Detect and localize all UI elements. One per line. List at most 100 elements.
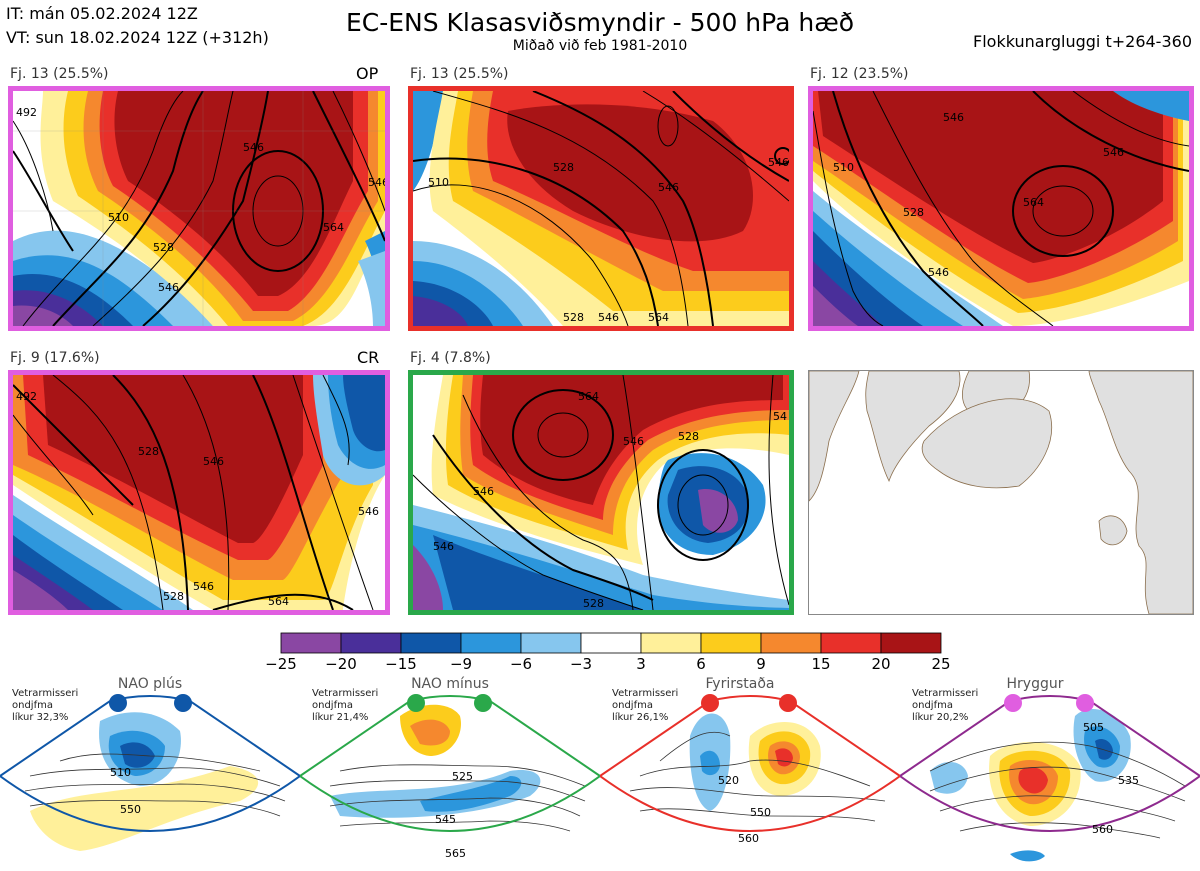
contour-label: 564: [268, 595, 289, 608]
colorbar-swatch: [580, 632, 642, 654]
panel-2-label: Fj. 13 (25.5%): [410, 66, 509, 82]
colorbar-tick: −6: [509, 655, 533, 673]
panel-4-label: Fj. 9 (17.6%): [10, 350, 100, 366]
note-line: ondjfma: [12, 700, 53, 711]
contour-label: 546: [203, 455, 224, 468]
contour-label: 546: [768, 156, 789, 169]
regime-contour-label: 550: [750, 806, 771, 819]
regime-contour-label: 510: [110, 766, 131, 779]
colorbar-tick: 3: [636, 655, 646, 673]
contour-label: 546: [623, 435, 644, 448]
colorbar-tick: 9: [756, 655, 766, 673]
note-line: Vetrarmisseri: [312, 688, 379, 699]
valid-time: VT: sun 18.02.2024 12Z (+312h): [6, 28, 269, 47]
contour-label: 492: [16, 106, 37, 119]
contour-label: 546: [943, 111, 964, 124]
contour-label: 546: [193, 580, 214, 593]
contour-label: 510: [108, 211, 129, 224]
panel-5-label: Fj. 4 (7.8%): [410, 350, 491, 366]
contour-label: 492: [16, 390, 37, 403]
regime-note: Vetrarmisseri ondjfma líkur 20,2%: [912, 688, 978, 724]
regime-note: Vetrarmisseri ondjfma líkur 21,4%: [312, 688, 378, 724]
contour-label: 528: [138, 445, 159, 458]
colorbar-swatch: [640, 632, 702, 654]
contour-label: 528: [678, 430, 699, 443]
panel-3-label: Fj. 12 (23.5%): [810, 66, 909, 82]
contour-label: 510: [428, 176, 449, 189]
cluster-map-5: 564 546 528 546 546 528 54: [408, 370, 794, 615]
colorbar-swatch: [880, 632, 942, 654]
note-line: ondjfma: [312, 700, 353, 711]
contour-label: 528: [903, 206, 924, 219]
contour-label: 546: [243, 141, 264, 154]
cluster-map-1: 528 546 564 510 546 546 492: [8, 86, 390, 331]
regime-contour-label: 550: [120, 803, 141, 816]
note-line: ondjfma: [912, 700, 953, 711]
cluster-map-3: 510 546 564 546 528 546: [808, 86, 1194, 331]
contour-label: 546: [433, 540, 454, 553]
classification-window: Flokkunargluggi t+264-360: [973, 32, 1192, 51]
contour-label: 546: [658, 181, 679, 194]
colorbar: [280, 632, 942, 658]
regime-ridge: Hryggur Vetrarmisseri ondjfma líkur 20,2…: [900, 676, 1200, 871]
contour-label: 564: [578, 390, 599, 403]
panel-1-label: Fj. 13 (25.5%): [10, 66, 109, 82]
init-time: IT: mán 05.02.2024 12Z: [6, 4, 198, 23]
regime-name: NAO plús: [117, 676, 183, 692]
note-line: Vetrarmisseri: [612, 688, 679, 699]
colorbar-swatch: [400, 632, 462, 654]
contour-label: 564: [1023, 196, 1044, 209]
contour-label: 54: [773, 410, 787, 423]
regime-contour-label: 560: [1092, 823, 1113, 836]
page-title: EC-ENS Klasasviðsmyndir - 500 hPa hæð: [345, 8, 855, 37]
note-line: líkur 20,2%: [912, 712, 969, 723]
panel-1-tag: OP: [356, 64, 379, 83]
cluster-map-4: 528 546 564 546 528 546 492: [8, 370, 390, 615]
regime-contour-label: 560: [738, 832, 759, 845]
colorbar-tick: −9: [449, 655, 473, 673]
note-line: líkur 26,1%: [612, 712, 669, 723]
regime-name: Hryggur: [1006, 676, 1064, 692]
regime-contour-label: 505: [1083, 721, 1104, 734]
regime-name: Fyrirstaða: [705, 676, 775, 692]
regime-blocking: Fyrirstaða Vetrarmisseri ondjfma líkur 2…: [600, 676, 900, 871]
colorbar-swatch: [820, 632, 882, 654]
colorbar-tick: −15: [385, 655, 417, 673]
note-line: líkur 21,4%: [312, 712, 369, 723]
regime-note: Vetrarmisseri ondjfma líkur 32,3%: [12, 688, 78, 724]
contour-label: 546: [368, 176, 385, 189]
colorbar-tick: −20: [325, 655, 357, 673]
colorbar-swatch: [340, 632, 402, 654]
colorbar-swatch: [280, 632, 342, 654]
contour-label: 528: [553, 161, 574, 174]
contour-label: 546: [158, 281, 179, 294]
contour-label: 546: [1103, 146, 1124, 159]
contour-label: 546: [928, 266, 949, 279]
note-line: Vetrarmisseri: [12, 688, 79, 699]
regime-name: NAO mínus: [411, 676, 489, 692]
contour-label: 546: [473, 485, 494, 498]
regime-contour-label: 545: [435, 813, 456, 826]
contour-label: 528: [163, 590, 184, 603]
note-line: Vetrarmisseri: [912, 688, 979, 699]
contour-label: 546: [358, 505, 379, 518]
contour-label: 564: [323, 221, 344, 234]
contour-label: 564: [648, 311, 669, 324]
colorbar-tick: 25: [931, 655, 951, 673]
colorbar-swatch: [700, 632, 762, 654]
base-map: [808, 370, 1194, 615]
regime-contour-label: 535: [1118, 774, 1139, 787]
colorbar-swatch: [460, 632, 522, 654]
contour-label: 528: [563, 311, 584, 324]
regime-contour-label: 520: [718, 774, 739, 787]
contour-label: 546: [598, 311, 619, 324]
colorbar-tick: 15: [811, 655, 831, 673]
page-subtitle: Miðað við feb 1981-2010: [512, 38, 688, 54]
colorbar-tick: 6: [696, 655, 706, 673]
colorbar-tick: −3: [569, 655, 593, 673]
regime-nao-minus: NAO mínus Vetrarmisseri ondjfma líkur 21…: [300, 676, 600, 871]
regime-contour-label: 525: [452, 770, 473, 783]
note-line: ondjfma: [612, 700, 653, 711]
contour-label: 528: [153, 241, 174, 254]
panel-4-tag: CR: [357, 348, 380, 367]
